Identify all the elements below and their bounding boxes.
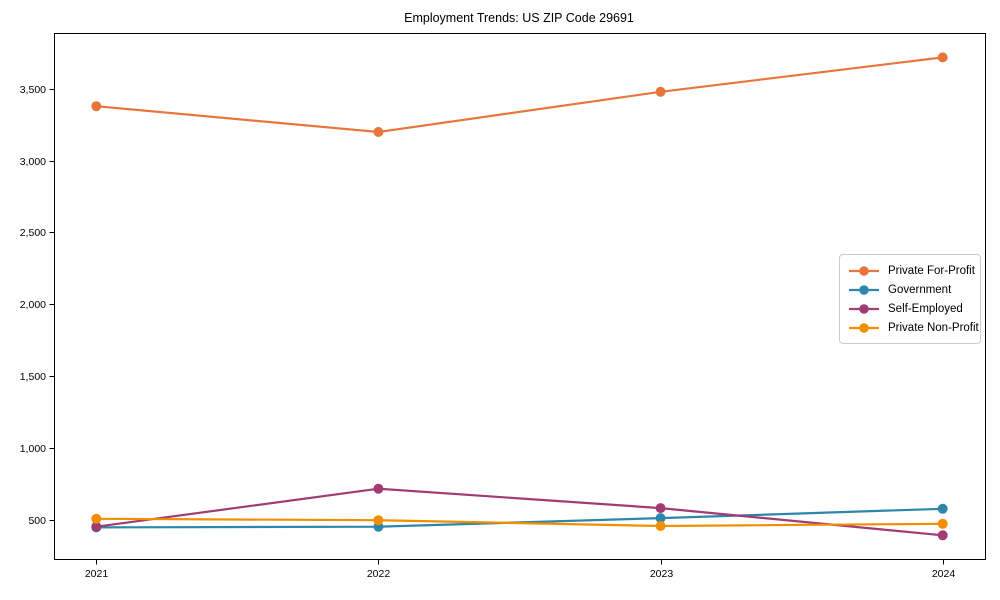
data-point-private-non-profit (655, 521, 666, 531)
data-point-private-for-profit (91, 101, 102, 112)
data-point-self-employed (91, 521, 102, 532)
data-point-self-employed (373, 483, 384, 494)
y-tick-label: 2,500 (20, 227, 46, 239)
data-point-private-non-profit (91, 513, 102, 524)
plot-border (54, 33, 986, 560)
x-tick-label: 2023 (650, 568, 674, 580)
legend-line-marker-icon (849, 265, 879, 276)
data-point-private-non-profit (373, 515, 384, 526)
legend-item-label: Private Non-Profit (888, 321, 979, 334)
legend-line-marker-icon (849, 284, 879, 295)
legend-item: Private Non-Profit (848, 318, 979, 337)
y-tick-label: 3,500 (20, 84, 46, 96)
x-tick-label: 2024 (932, 568, 956, 580)
legend-line-marker-icon (849, 322, 879, 333)
legend-item: Government (848, 280, 972, 299)
legend-item: Self-Employed (848, 299, 972, 318)
series-line-private-non-profit (96, 517, 943, 528)
legend-line-marker-icon (849, 303, 879, 314)
legend-item-label: Private For-Profit (888, 264, 975, 277)
data-point-self-employed (655, 503, 666, 514)
data-point-government (937, 503, 948, 514)
x-tick-label: 2021 (85, 568, 109, 580)
series-line-private-for-profit (96, 56, 943, 134)
legend-item: Private For-Profit (848, 261, 975, 280)
legend-item-label: Government (888, 283, 952, 296)
data-point-government (655, 513, 666, 524)
y-tick-label: 3,000 (20, 156, 46, 168)
series-line-self-employed (96, 487, 943, 537)
data-point-private-non-profit (937, 518, 948, 529)
y-tick-label: 1,000 (20, 443, 46, 455)
data-point-private-for-profit (655, 86, 666, 97)
data-point-self-employed (937, 530, 948, 541)
chart-title: Employment Trends: US ZIP Code 29691 (404, 11, 634, 25)
data-point-private-for-profit (373, 127, 384, 137)
data-point-private-for-profit (937, 52, 948, 63)
y-tick-label: 1,500 (20, 371, 46, 383)
y-tick-label: 2,000 (20, 299, 46, 311)
x-tick-label: 2022 (367, 568, 391, 580)
legend: Private For-Profit Government Self-Emplo… (839, 254, 981, 344)
legend-item-label: Self-Employed (888, 302, 963, 315)
y-tick-label: 500 (28, 515, 46, 527)
